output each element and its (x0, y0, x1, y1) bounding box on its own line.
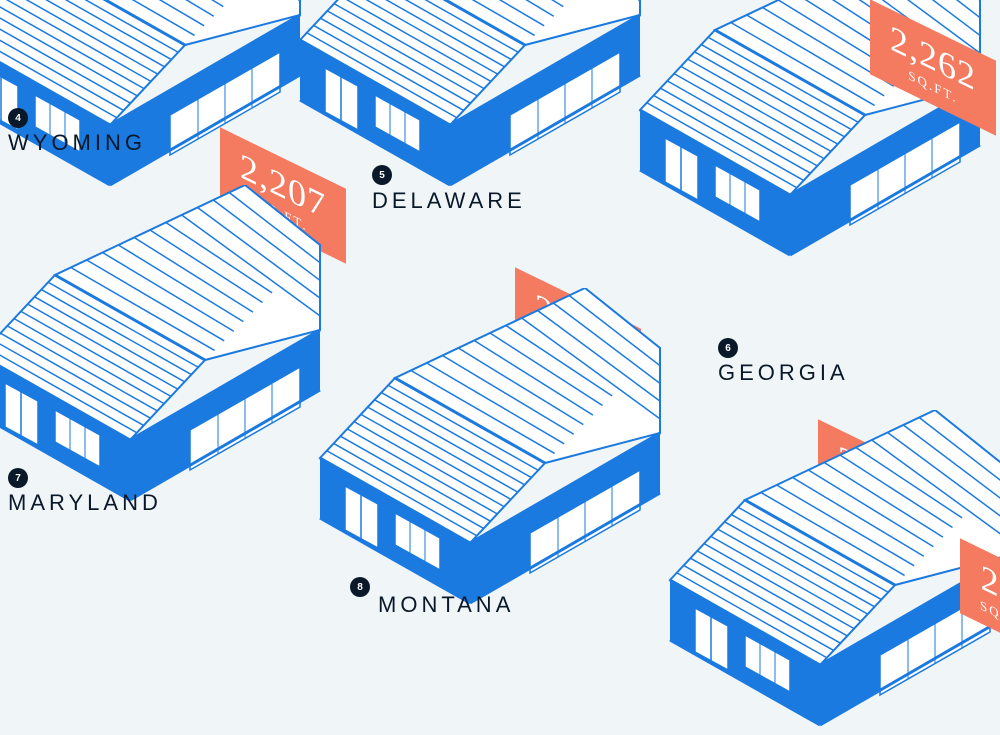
state-label: MONTANA (378, 592, 514, 618)
rank-badge: 8 (350, 577, 370, 597)
rank-badge: 6 (718, 338, 738, 358)
state-label: MARYLAND (8, 490, 162, 516)
house-icon (650, 410, 1000, 735)
house-icon (300, 288, 680, 613)
state-label: DELAWARE (372, 188, 526, 214)
house-icon (0, 185, 340, 510)
state-label: WYOMING (8, 130, 146, 156)
rank-badge: 5 (372, 165, 392, 185)
rank-badge: 7 (8, 468, 28, 488)
rank-badge: 4 (8, 108, 28, 128)
house-icon (280, 0, 660, 195)
state-label: GEORGIA (718, 360, 849, 386)
